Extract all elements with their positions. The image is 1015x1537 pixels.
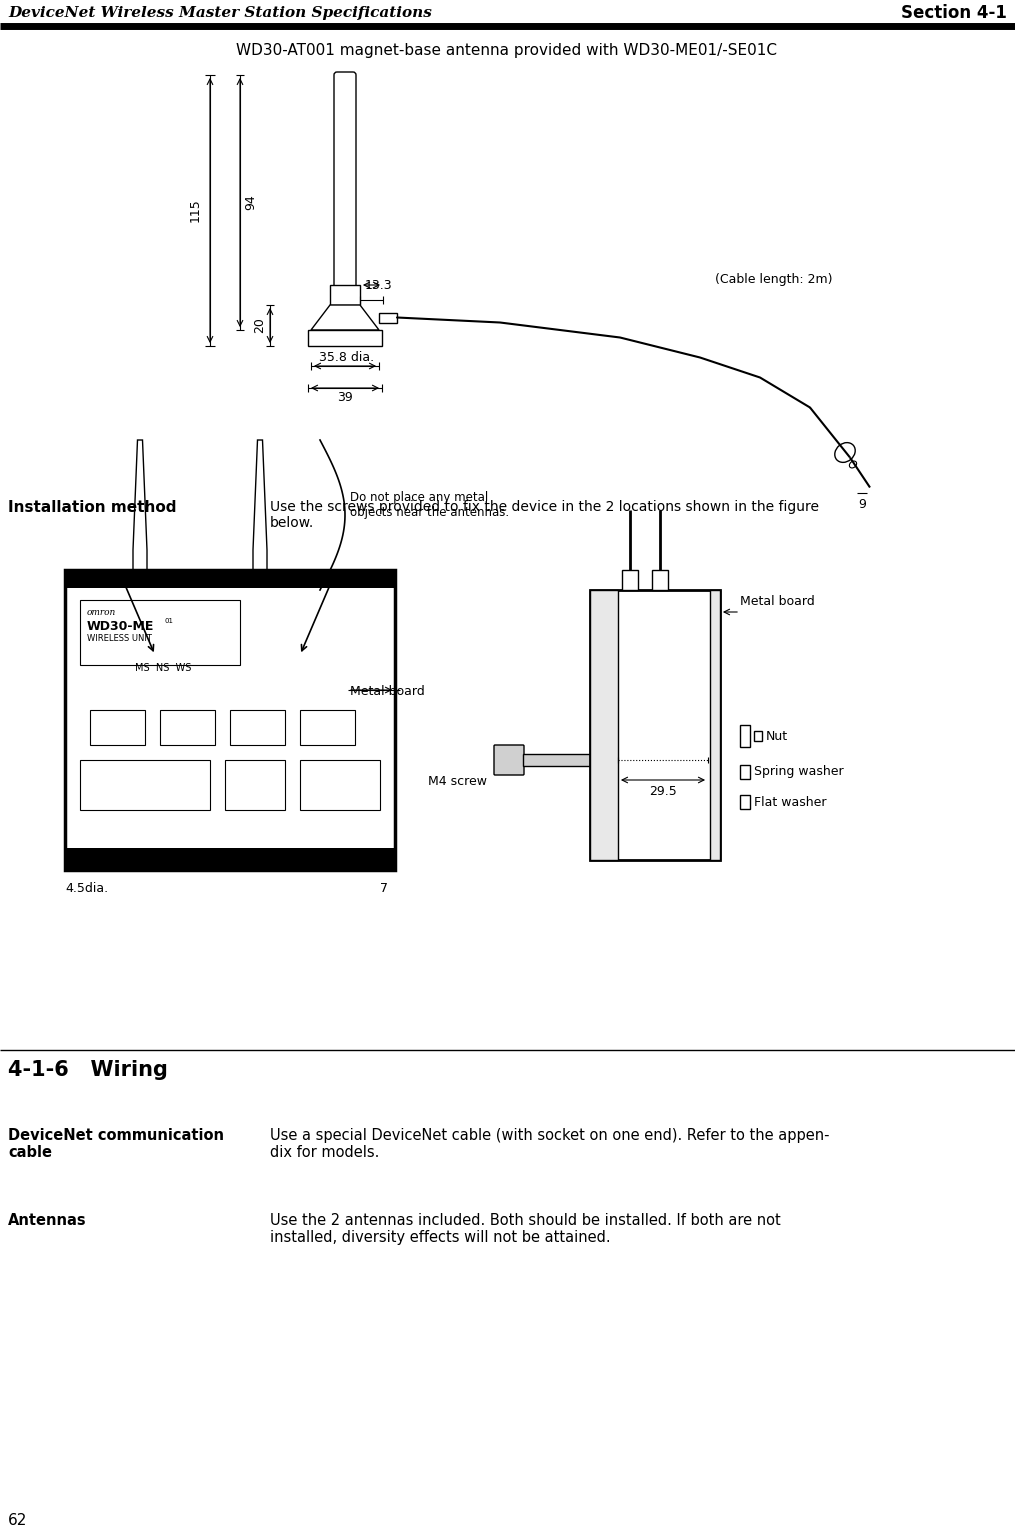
Bar — [300, 759, 380, 810]
Text: M4 screw: M4 screw — [428, 775, 487, 788]
Text: Metal board: Metal board — [740, 595, 815, 609]
Bar — [65, 570, 395, 870]
Text: 4.5dia.: 4.5dia. — [65, 882, 109, 895]
Text: Do not place any metal
objects near the antennas.: Do not place any metal objects near the … — [350, 490, 510, 520]
Bar — [590, 590, 720, 861]
Circle shape — [132, 682, 148, 698]
Ellipse shape — [834, 443, 856, 463]
Ellipse shape — [850, 461, 857, 467]
Text: Use the 2 antennas included. Both should be installed. If both are not
installed: Use the 2 antennas included. Both should… — [270, 1213, 781, 1245]
Text: omron: omron — [87, 609, 117, 616]
Circle shape — [617, 632, 693, 709]
Bar — [740, 795, 750, 808]
Text: Use a special DeviceNet cable (with socket on one end). Refer to the appen-
dix : Use a special DeviceNet cable (with sock… — [270, 1128, 829, 1160]
Circle shape — [182, 682, 198, 698]
Text: 7: 7 — [380, 882, 388, 895]
Bar — [225, 759, 285, 810]
Bar — [65, 848, 395, 870]
Bar — [652, 570, 668, 590]
Bar — [65, 570, 395, 589]
Text: 01: 01 — [165, 618, 174, 624]
Polygon shape — [311, 304, 379, 330]
Polygon shape — [133, 440, 147, 570]
Circle shape — [247, 606, 303, 661]
Bar — [230, 710, 285, 745]
Text: 39: 39 — [337, 390, 353, 404]
Text: 62: 62 — [8, 1512, 27, 1528]
Bar — [308, 330, 382, 346]
Text: 9: 9 — [858, 498, 866, 510]
Text: WD30-ME: WD30-ME — [87, 619, 154, 633]
Text: WD30-AT001 magnet-base antenna provided with WD30-ME01/-SE01C: WD30-AT001 magnet-base antenna provided … — [236, 43, 777, 57]
Circle shape — [157, 682, 173, 698]
Text: No.: No. — [272, 630, 288, 639]
Bar — [0, 0, 1015, 26]
Bar — [160, 710, 215, 745]
Bar — [590, 590, 618, 861]
Bar — [710, 590, 720, 861]
Bar — [740, 725, 750, 747]
Bar — [300, 710, 355, 745]
Bar — [622, 570, 638, 590]
Text: Spring washer: Spring washer — [754, 765, 843, 779]
Text: 29.5: 29.5 — [650, 785, 677, 798]
Bar — [80, 759, 210, 810]
Text: Use the screws provided to fix the device in the 2 locations shown in the figure: Use the screws provided to fix the devic… — [270, 500, 819, 530]
FancyBboxPatch shape — [334, 72, 356, 287]
Bar — [80, 599, 240, 666]
Text: 94: 94 — [244, 195, 257, 211]
Text: Flat washer: Flat washer — [754, 796, 826, 808]
Text: 20: 20 — [253, 318, 266, 334]
Bar — [330, 284, 360, 304]
Text: Section 4-1: Section 4-1 — [901, 5, 1007, 22]
Text: 13.3: 13.3 — [365, 280, 393, 292]
Text: Installation method: Installation method — [8, 500, 177, 515]
Bar — [754, 732, 762, 741]
Text: Metal board: Metal board — [350, 686, 424, 698]
Bar — [379, 312, 397, 323]
Text: DeviceNet Wireless Master Station Specifications: DeviceNet Wireless Master Station Specif… — [8, 6, 431, 20]
Bar — [740, 765, 750, 779]
Text: DeviceNet communication
cable: DeviceNet communication cable — [8, 1128, 224, 1160]
Text: (Cable length: 2m): (Cable length: 2m) — [715, 274, 832, 286]
Text: MS  NS  WS: MS NS WS — [135, 662, 192, 673]
Text: 35.8 dia.: 35.8 dia. — [320, 350, 375, 364]
FancyBboxPatch shape — [494, 745, 524, 775]
Text: 4-1-6   Wiring: 4-1-6 Wiring — [8, 1061, 167, 1081]
Bar — [523, 755, 618, 765]
Text: WIRELESS UNIT: WIRELESS UNIT — [87, 633, 152, 642]
Text: Antennas: Antennas — [8, 1213, 86, 1228]
Text: 115: 115 — [189, 198, 202, 223]
Bar — [90, 710, 145, 745]
Polygon shape — [253, 440, 267, 570]
Text: Nut: Nut — [766, 730, 788, 742]
